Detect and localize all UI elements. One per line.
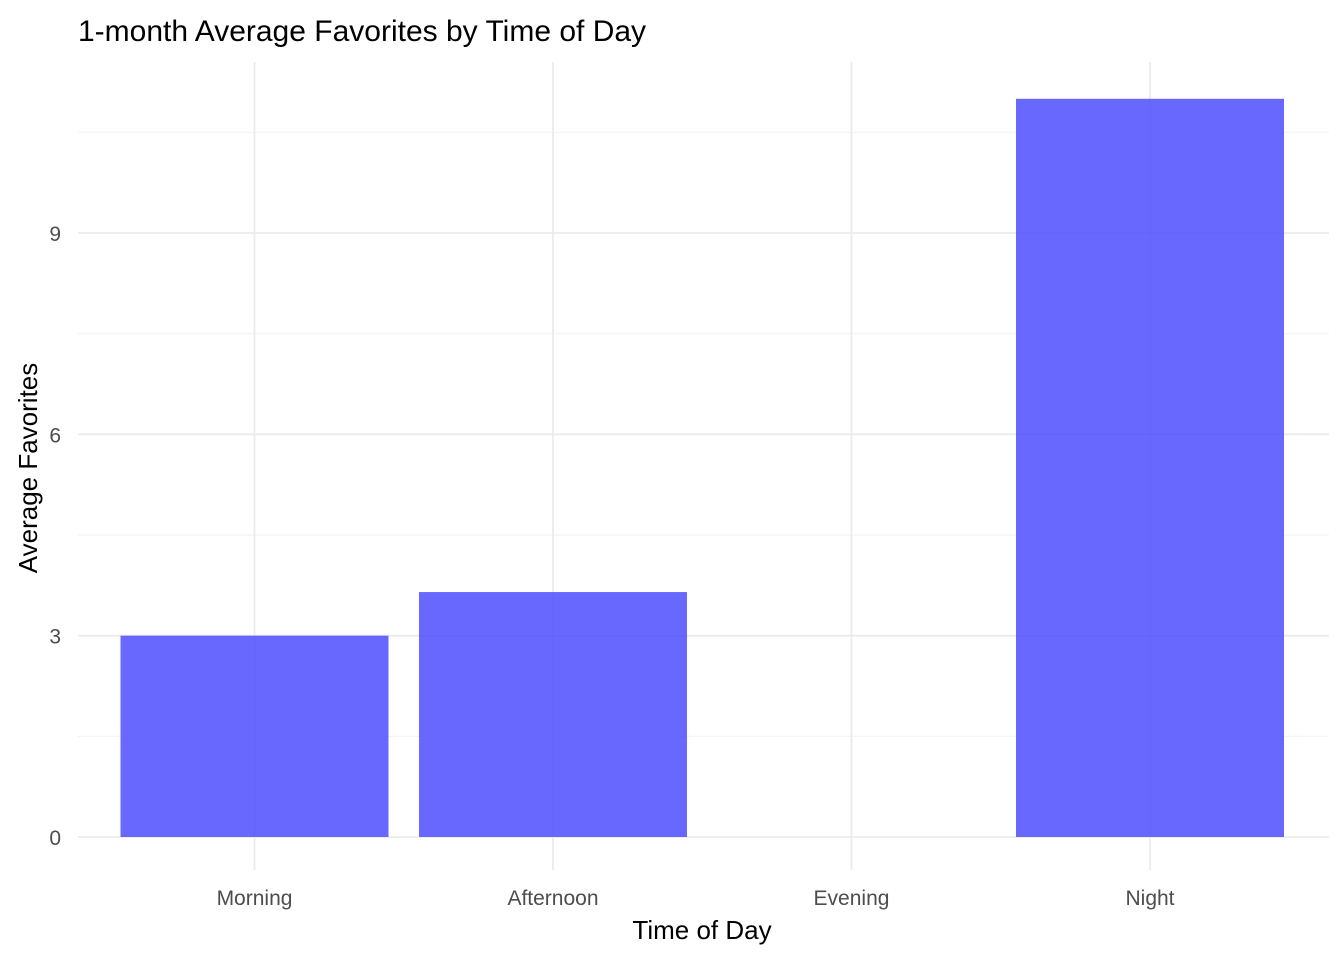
bar-afternoon (419, 592, 687, 837)
y-tick-label: 9 (49, 223, 61, 246)
bar-morning (120, 635, 389, 837)
y-tick-label: 3 (49, 626, 61, 649)
y-axis-title: Average Favorites (13, 363, 43, 574)
y-tick-label: 0 (49, 827, 61, 850)
chart-title: 1-month Average Favorites by Time of Day (78, 15, 646, 48)
x-tick-label: Afternoon (507, 887, 598, 910)
y-axis-ticks: 0 3 6 9 (49, 223, 61, 850)
x-axis-title: Time of Day (632, 915, 771, 945)
x-axis-ticks: Morning Afternoon Evening Night (217, 887, 1175, 910)
bars (120, 98, 1284, 838)
x-tick-label: Night (1125, 887, 1174, 910)
bar-night (1016, 98, 1284, 838)
x-tick-label: Evening (814, 887, 890, 910)
y-tick-label: 6 (49, 424, 61, 447)
x-tick-label: Morning (217, 887, 293, 910)
